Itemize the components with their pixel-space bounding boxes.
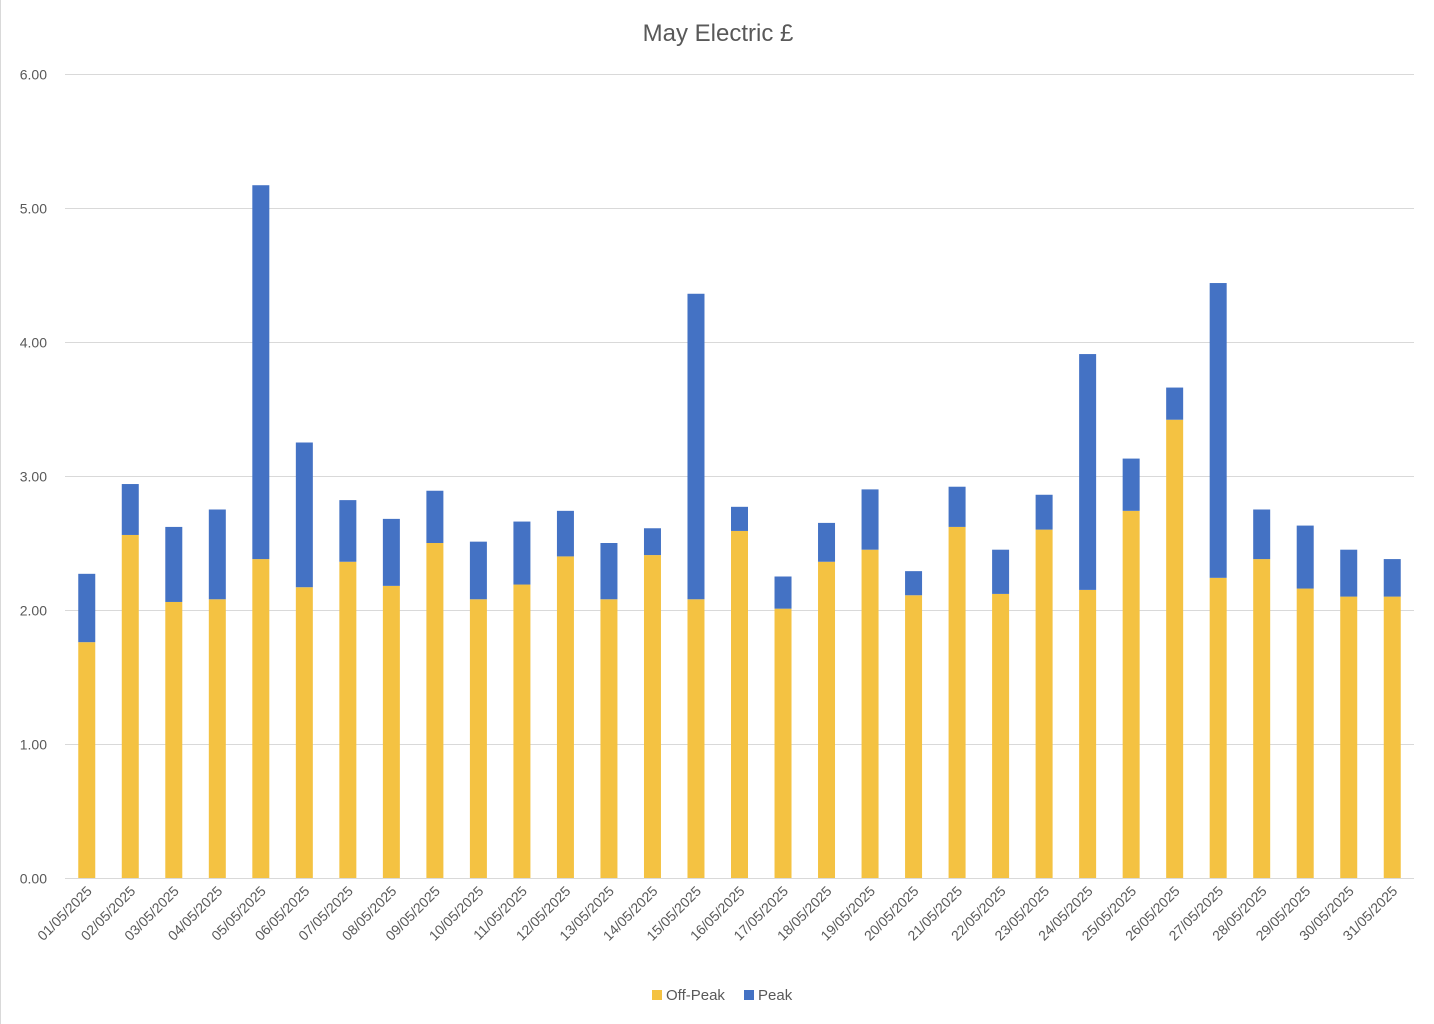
bar-off-peak [1166, 419, 1184, 878]
bar-off-peak [208, 599, 226, 878]
legend-label: Peak [758, 987, 793, 1004]
y-axis-tick-labels: 0.00 1.00 2.00 3.00 4.00 5.00 6.00 [20, 67, 47, 887]
bar-peak [208, 509, 226, 600]
bar-peak [1079, 354, 1097, 590]
bar-peak [818, 522, 836, 562]
bar-off-peak [1035, 529, 1053, 878]
bar-off-peak [1253, 559, 1271, 878]
bar-off-peak [339, 561, 357, 878]
bar-peak [600, 543, 618, 600]
chart-title: May Electric £ [643, 20, 794, 47]
bar-off-peak [905, 595, 923, 878]
bar-off-peak [818, 561, 836, 878]
bar-off-peak [556, 556, 574, 878]
bar-off-peak [165, 601, 183, 878]
bar-peak [1122, 458, 1140, 511]
bar-off-peak [687, 599, 705, 878]
bar-peak [1035, 494, 1053, 530]
y-tick-label: 0.00 [20, 871, 47, 887]
legend-label: Off-Peak [666, 987, 725, 1004]
bar-peak [469, 541, 487, 600]
legend-swatch-off-peak [652, 990, 662, 1000]
bar-peak [1296, 525, 1314, 589]
bar-off-peak [1209, 577, 1227, 878]
bar-peak [861, 489, 879, 550]
bar-peak [121, 484, 139, 535]
bar-off-peak [774, 608, 792, 878]
bar-peak [78, 573, 96, 643]
legend-swatch-peak [744, 990, 754, 1000]
y-tick-label: 6.00 [20, 67, 47, 83]
bar-off-peak [731, 530, 748, 878]
bar-off-peak [295, 587, 313, 878]
y-tick-label: 4.00 [20, 335, 47, 351]
bar-off-peak [513, 584, 531, 878]
bar-peak [556, 510, 574, 557]
y-tick-label: 5.00 [20, 201, 47, 217]
bar-peak [1166, 387, 1184, 420]
bar-peak [948, 486, 966, 527]
x-axis-tick-labels: 01/05/202502/05/202503/05/202504/05/2025… [34, 883, 1400, 944]
bar-off-peak [600, 599, 618, 878]
bar-peak [513, 521, 531, 585]
bar-peak [165, 526, 183, 602]
bar-peak [252, 185, 270, 560]
bar-off-peak [121, 534, 139, 878]
bar-off-peak [252, 559, 270, 878]
bar-off-peak [861, 549, 879, 878]
bar-peak [905, 571, 923, 596]
bar-off-peak [643, 555, 661, 878]
bar-peak [1383, 559, 1401, 597]
bar-peak [295, 442, 313, 588]
bar-off-peak [1296, 588, 1314, 878]
bar-off-peak [382, 585, 400, 878]
bar-peak [774, 576, 792, 609]
bar-off-peak [1340, 596, 1358, 878]
bar-off-peak [469, 599, 487, 878]
bar-off-peak [992, 593, 1010, 878]
bar-peak [992, 549, 1010, 594]
bar-off-peak [78, 642, 96, 878]
y-tick-label: 3.00 [20, 469, 47, 485]
bar-peak [643, 528, 661, 556]
bar-off-peak [1122, 510, 1140, 878]
bar-peak [339, 500, 357, 562]
bar-peak [687, 293, 705, 600]
bar-peak [1340, 549, 1358, 597]
bar-peak [1253, 509, 1271, 560]
bar-off-peak [948, 526, 966, 878]
bar-off-peak [1383, 596, 1401, 878]
bar-off-peak [426, 543, 444, 878]
bar-peak [426, 490, 444, 543]
bar-peak [1209, 283, 1227, 578]
bars [78, 185, 1401, 878]
bar-peak [731, 506, 748, 531]
y-tick-label: 2.00 [20, 603, 47, 619]
bar-peak [382, 518, 400, 586]
legend: Off-Peak Peak [652, 987, 793, 1004]
bar-off-peak [1079, 589, 1097, 878]
y-tick-label: 1.00 [20, 737, 47, 753]
